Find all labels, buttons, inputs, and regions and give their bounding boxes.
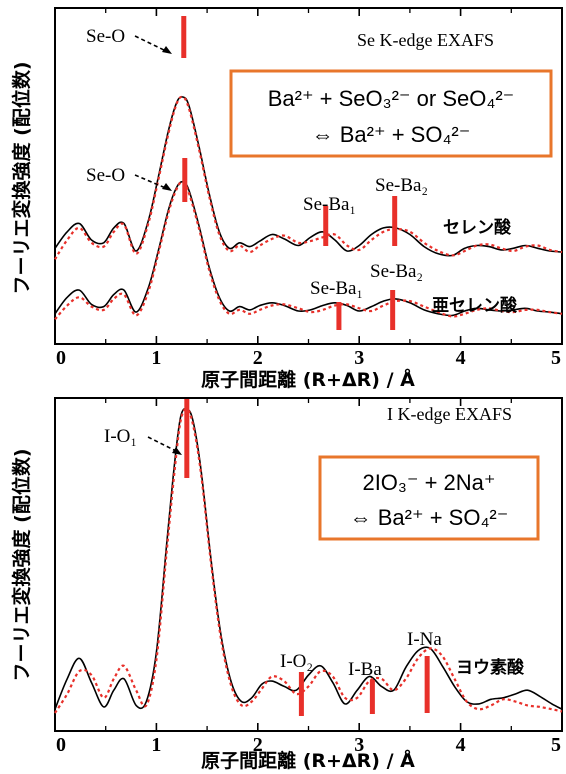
se-label-seba1-bottom: Se-Ba₁ [310,278,363,299]
marker-bar [424,656,430,713]
marker-bar [369,680,375,714]
i-x-ticks: 0 1 2 3 4 5 [54,398,563,756]
se-markers [181,16,398,330]
se-edge-label: Se K-edge EXAFS [357,30,494,50]
i-curves [54,407,563,714]
x-tick-label: 2 [253,347,263,369]
se-plot-frame [54,7,563,345]
se-label-seo-mid: Se-O [86,165,125,186]
i-label-ina: I-Na [407,629,442,650]
x-tick-label: 2 [253,734,263,756]
se-arrows [134,35,169,190]
se-reaction-line2: ⇔ Ba²⁺ + SO₄²⁻ [312,122,471,147]
i-y-axis-label: フーリエ変換強度 (配位数) [10,449,33,682]
se-label-seo-top: Se-O [86,26,125,47]
se-label-seba2-bottom: Se-Ba₂ [370,261,423,282]
marker-bar [336,302,342,330]
i-reaction-box: 2IO₃⁻ + 2Na⁺ ⇔ Ba²⁺ + SO₄²⁻ [318,455,540,541]
marker-bar [182,158,188,202]
x-tick-label: 1 [151,734,161,756]
x-tick-label: 4 [456,347,466,369]
i-sample-label-iodic: ヨウ素酸 [456,657,525,678]
se-curves [54,95,563,321]
se-reaction-line1: Ba²⁺ + SeO₃²⁻ or SeO₄²⁻ [268,86,515,111]
x-tick-label: 5 [551,734,561,756]
se-reaction-box: Ba²⁺ + SeO₃²⁻ or SeO₄²⁻ ⇔ Ba²⁺ + SO₄²⁻ [229,69,553,158]
se-sample-label-selenous: 亜セレン酸 [432,295,518,316]
i-edge-label: I K-edge EXAFS [387,404,512,424]
se-label-seba2-top: Se-Ba₂ [375,175,428,196]
marker-bar [181,16,187,58]
fit-curve-red [54,407,563,714]
se-x-ticks: 0 1 2 3 4 5 [54,8,563,369]
i-x-axis-label: 原子間距離 (R+ΔR) / Å [201,748,415,772]
se-label-seba1-top: Se-Ba₁ [303,194,356,215]
i-panel: 0 1 2 3 4 5 I K-edge EXAFS 2IO₃⁻ + 2Na⁺ ⇔ Ba²… [10,397,563,772]
marker-bar [323,206,329,246]
x-tick-label: 4 [456,734,466,756]
data-curve-black [54,96,563,257]
x-tick-label: 1 [151,347,161,369]
i-label-io1: I-O₁ [104,426,137,447]
i-markers [184,399,430,716]
se-sample-label-selenic: セレン酸 [443,217,512,238]
x-tick-label: 3 [354,734,364,756]
x-tick-label: 3 [354,347,364,369]
x-tick-label: 0 [56,347,66,369]
marker-bar [390,290,396,330]
fit-curve-red [54,95,563,260]
marker-bar [184,399,190,478]
i-reaction-line2: ⇔ Ba²⁺ + SO₄²⁻ [350,505,509,530]
fit-curve-red [54,180,563,321]
se-y-axis-label: フーリエ変換強度 (配位数) [10,62,33,295]
i-reaction-line1: 2IO₃⁻ + 2Na⁺ [362,470,495,495]
x-tick-label: 0 [56,734,66,756]
i-label-iba: I-Ba [348,659,382,680]
se-x-axis-label: 原子間距離 (R+ΔR) / Å [201,367,415,391]
i-label-io2: I-O₂ [280,651,313,672]
se-panel: 0 1 2 3 4 5 Se K-edge EXAFS Ba²⁺ + SeO₃²⁻ or … [10,7,563,391]
marker-bar [298,672,304,716]
data-curve-black [54,407,563,710]
x-tick-label: 5 [551,347,561,369]
marker-bar [392,196,398,246]
